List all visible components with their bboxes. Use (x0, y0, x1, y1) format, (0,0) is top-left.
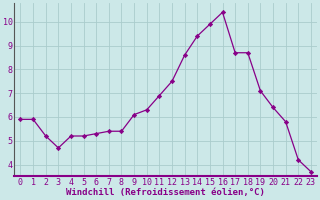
X-axis label: Windchill (Refroidissement éolien,°C): Windchill (Refroidissement éolien,°C) (66, 188, 265, 197)
